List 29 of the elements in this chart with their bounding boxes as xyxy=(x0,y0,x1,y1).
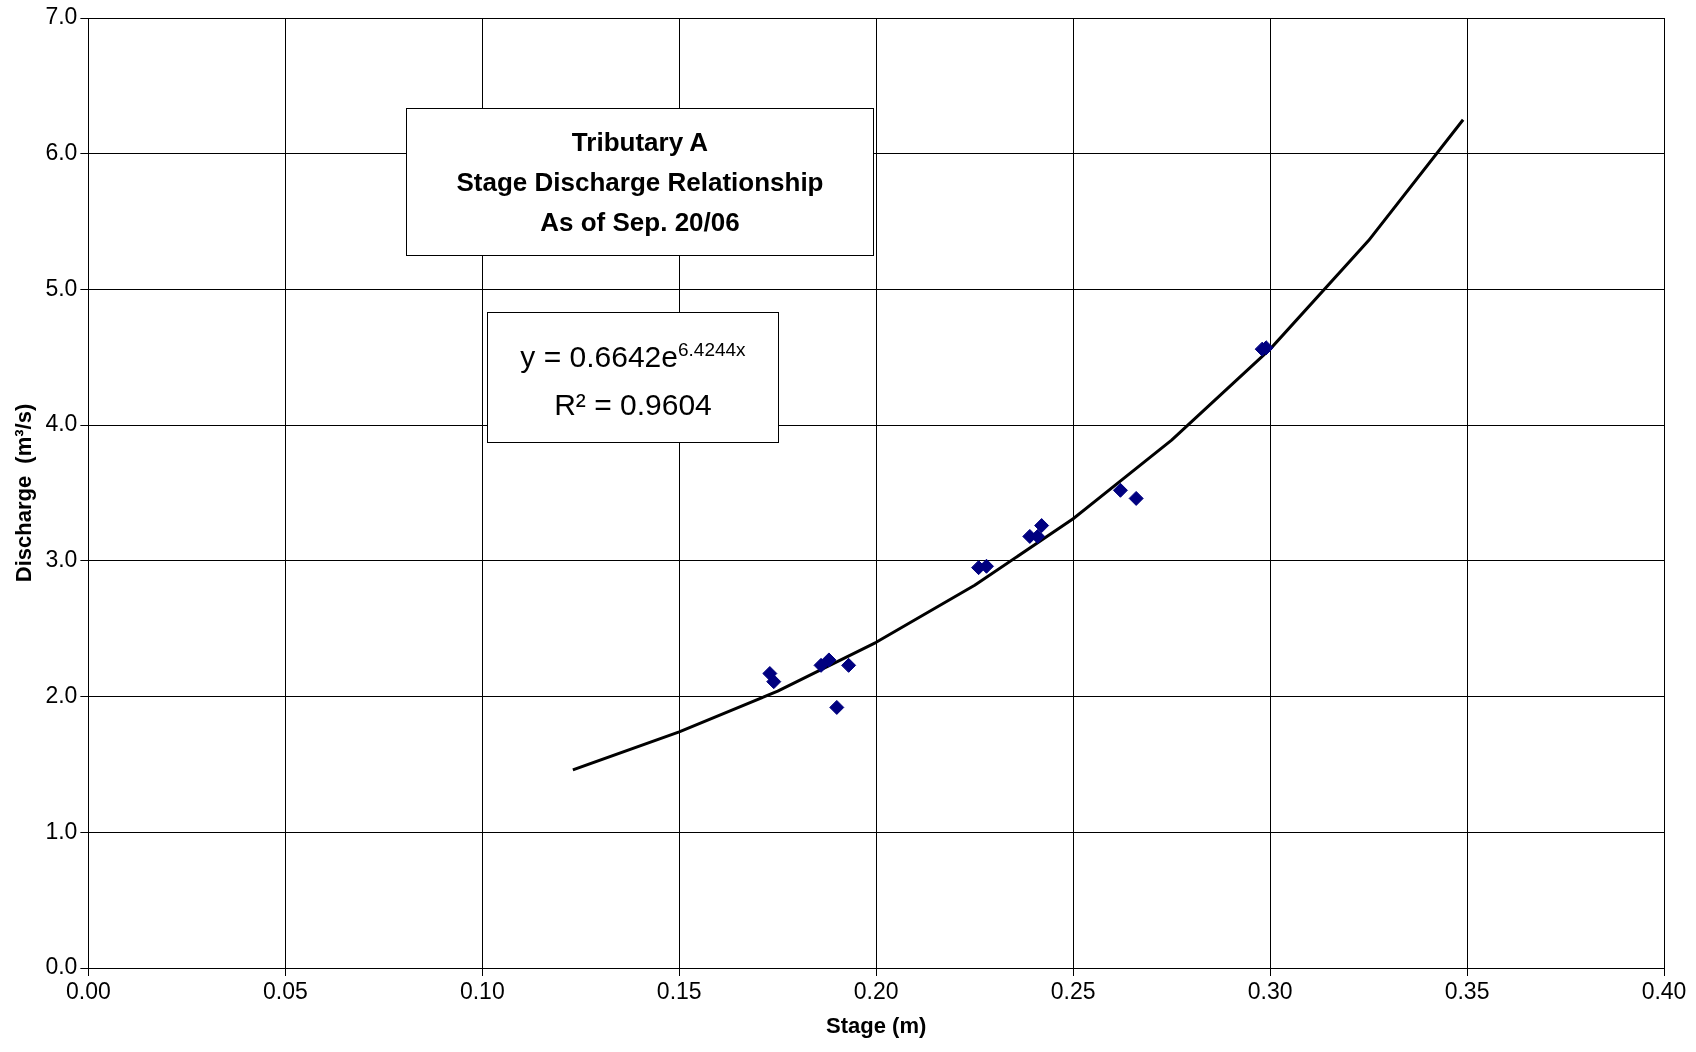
x-axis-title: Stage (m) xyxy=(826,1012,927,1038)
point xyxy=(766,674,782,690)
x-tick-label: 0.35 xyxy=(1444,978,1490,1005)
point xyxy=(841,657,857,673)
point xyxy=(1128,490,1144,506)
x-tick-label: 0.40 xyxy=(1641,978,1687,1005)
x-tick-label: 0.05 xyxy=(262,978,308,1005)
x-tick-label: 0.15 xyxy=(656,978,702,1005)
equation-box: y = 0.6642e$^{6.4244x}$ R² = 0.9604 xyxy=(487,312,779,443)
title-box: Tributary A Stage Discharge Relationship As of Sep. 20/06 xyxy=(406,108,874,256)
y-tick-label: 3.0 xyxy=(45,546,78,573)
point xyxy=(813,657,829,673)
x-tick-label: 0.00 xyxy=(65,978,111,1005)
y-tick-label: 1.0 xyxy=(45,817,78,844)
y-tick-label: 6.0 xyxy=(45,139,78,166)
x-tick-label: 0.30 xyxy=(1247,978,1293,1005)
y-tick-label: 5.0 xyxy=(45,274,78,301)
x-tick-label: 0.20 xyxy=(853,978,899,1005)
y-axis-title: Discharge (m³/s) xyxy=(11,403,37,583)
point xyxy=(1112,482,1128,498)
point xyxy=(829,699,845,715)
y-tick-label: 4.0 xyxy=(45,410,78,437)
point xyxy=(1034,518,1050,534)
x-tick-label: 0.25 xyxy=(1050,978,1096,1005)
y-tick-label: 0.0 xyxy=(45,953,78,980)
point xyxy=(821,652,837,668)
x-tick-label: 0.10 xyxy=(459,978,505,1005)
y-tick-label: 7.0 xyxy=(45,3,78,30)
y-tick-label: 2.0 xyxy=(45,681,78,708)
